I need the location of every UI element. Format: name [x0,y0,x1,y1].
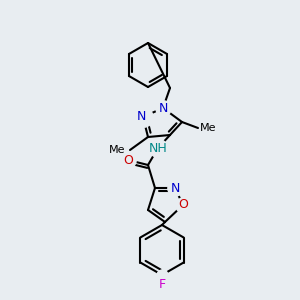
Text: N: N [170,182,180,194]
Text: N: N [158,101,168,115]
Text: O: O [178,199,188,212]
Text: Me: Me [200,123,217,133]
Text: O: O [123,154,133,166]
Text: Me: Me [109,145,125,155]
Text: F: F [158,278,166,292]
Text: N: N [136,110,146,124]
Text: NH: NH [148,142,167,154]
